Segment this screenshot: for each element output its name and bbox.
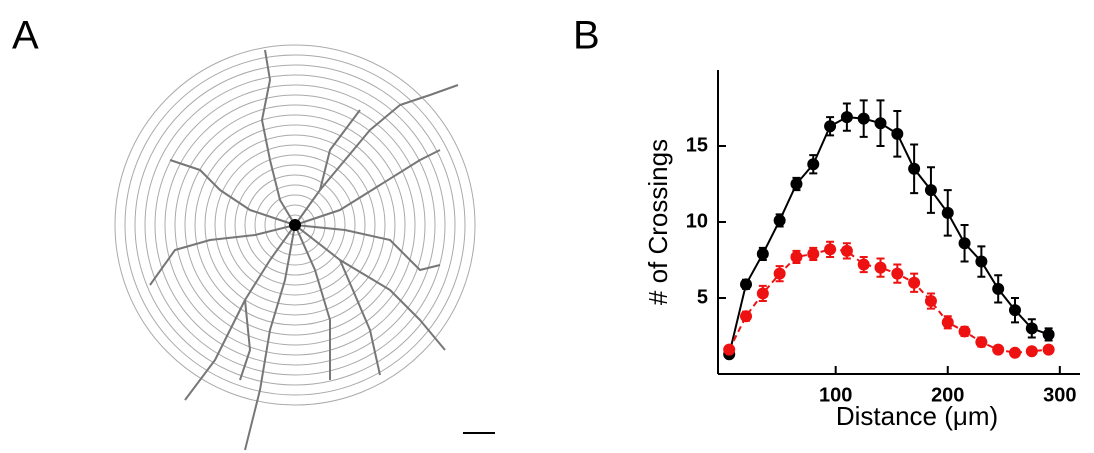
data-point — [1025, 322, 1038, 335]
sholl-ring — [164, 94, 426, 356]
y-tick-label: 15 — [686, 134, 708, 156]
y-tick-label: 5 — [697, 286, 708, 308]
sholl-ring — [184, 114, 406, 336]
data-point — [992, 282, 1005, 295]
data-point — [773, 267, 786, 280]
data-point — [1008, 346, 1021, 359]
data-point — [1042, 343, 1055, 356]
data-point — [975, 255, 988, 268]
x-tick-label: 100 — [819, 384, 852, 406]
data-point — [941, 206, 954, 219]
y-tick-label: 10 — [686, 210, 708, 232]
data-point — [840, 111, 853, 124]
data-point — [773, 214, 786, 227]
data-point — [756, 247, 769, 260]
sholl-ring — [154, 84, 436, 366]
data-point — [740, 278, 753, 291]
data-point — [924, 295, 937, 308]
data-point — [958, 237, 971, 250]
x-tick-label: 200 — [931, 384, 964, 406]
data-point — [824, 120, 837, 133]
sholl-ring — [234, 164, 356, 286]
data-point — [723, 343, 736, 356]
x-tick-label: 300 — [1043, 384, 1076, 406]
data-point — [756, 287, 769, 300]
data-point — [1025, 345, 1038, 358]
sholl-ring — [264, 194, 326, 256]
data-point — [975, 336, 988, 349]
data-point — [790, 178, 803, 190]
data-point — [807, 158, 820, 171]
data-point — [740, 310, 753, 323]
series-line — [728, 116, 1049, 355]
data-point — [908, 276, 921, 289]
data-point — [874, 117, 887, 130]
sholl-ring — [144, 74, 446, 376]
sholl-ring — [214, 144, 376, 306]
sholl-ring — [254, 184, 336, 266]
data-point — [958, 325, 971, 338]
data-point — [857, 258, 870, 271]
series-line — [728, 248, 1049, 354]
panel-label: B — [573, 14, 600, 58]
dendrites — [149, 49, 459, 451]
data-point — [992, 343, 1005, 356]
sholl-ring — [244, 174, 346, 276]
data-point — [790, 250, 803, 263]
data-point — [1042, 328, 1055, 341]
data-point — [807, 247, 820, 260]
sholl-ring — [134, 64, 456, 386]
data-point — [824, 243, 837, 256]
data-point — [857, 112, 870, 125]
sholl-drawing — [114, 44, 495, 451]
sholl-ring — [114, 44, 476, 406]
sholl-ring — [194, 124, 396, 326]
x-axis-label: Distance (μm) — [836, 401, 998, 431]
y-axis-label: # of Crossings — [643, 139, 673, 305]
sholl-ring — [274, 204, 316, 246]
sholl-ring — [124, 54, 466, 396]
data-point — [941, 316, 954, 329]
sholl-ring — [174, 104, 416, 346]
sholl-ring — [204, 134, 386, 316]
data-point — [874, 261, 887, 274]
sholl-ring — [224, 154, 366, 296]
panel-label: A — [12, 14, 39, 58]
data-point — [891, 267, 904, 280]
data-point — [1008, 304, 1021, 317]
data-point — [891, 127, 904, 140]
data-point — [840, 244, 853, 257]
data-point — [908, 162, 921, 175]
data-point — [924, 184, 937, 197]
